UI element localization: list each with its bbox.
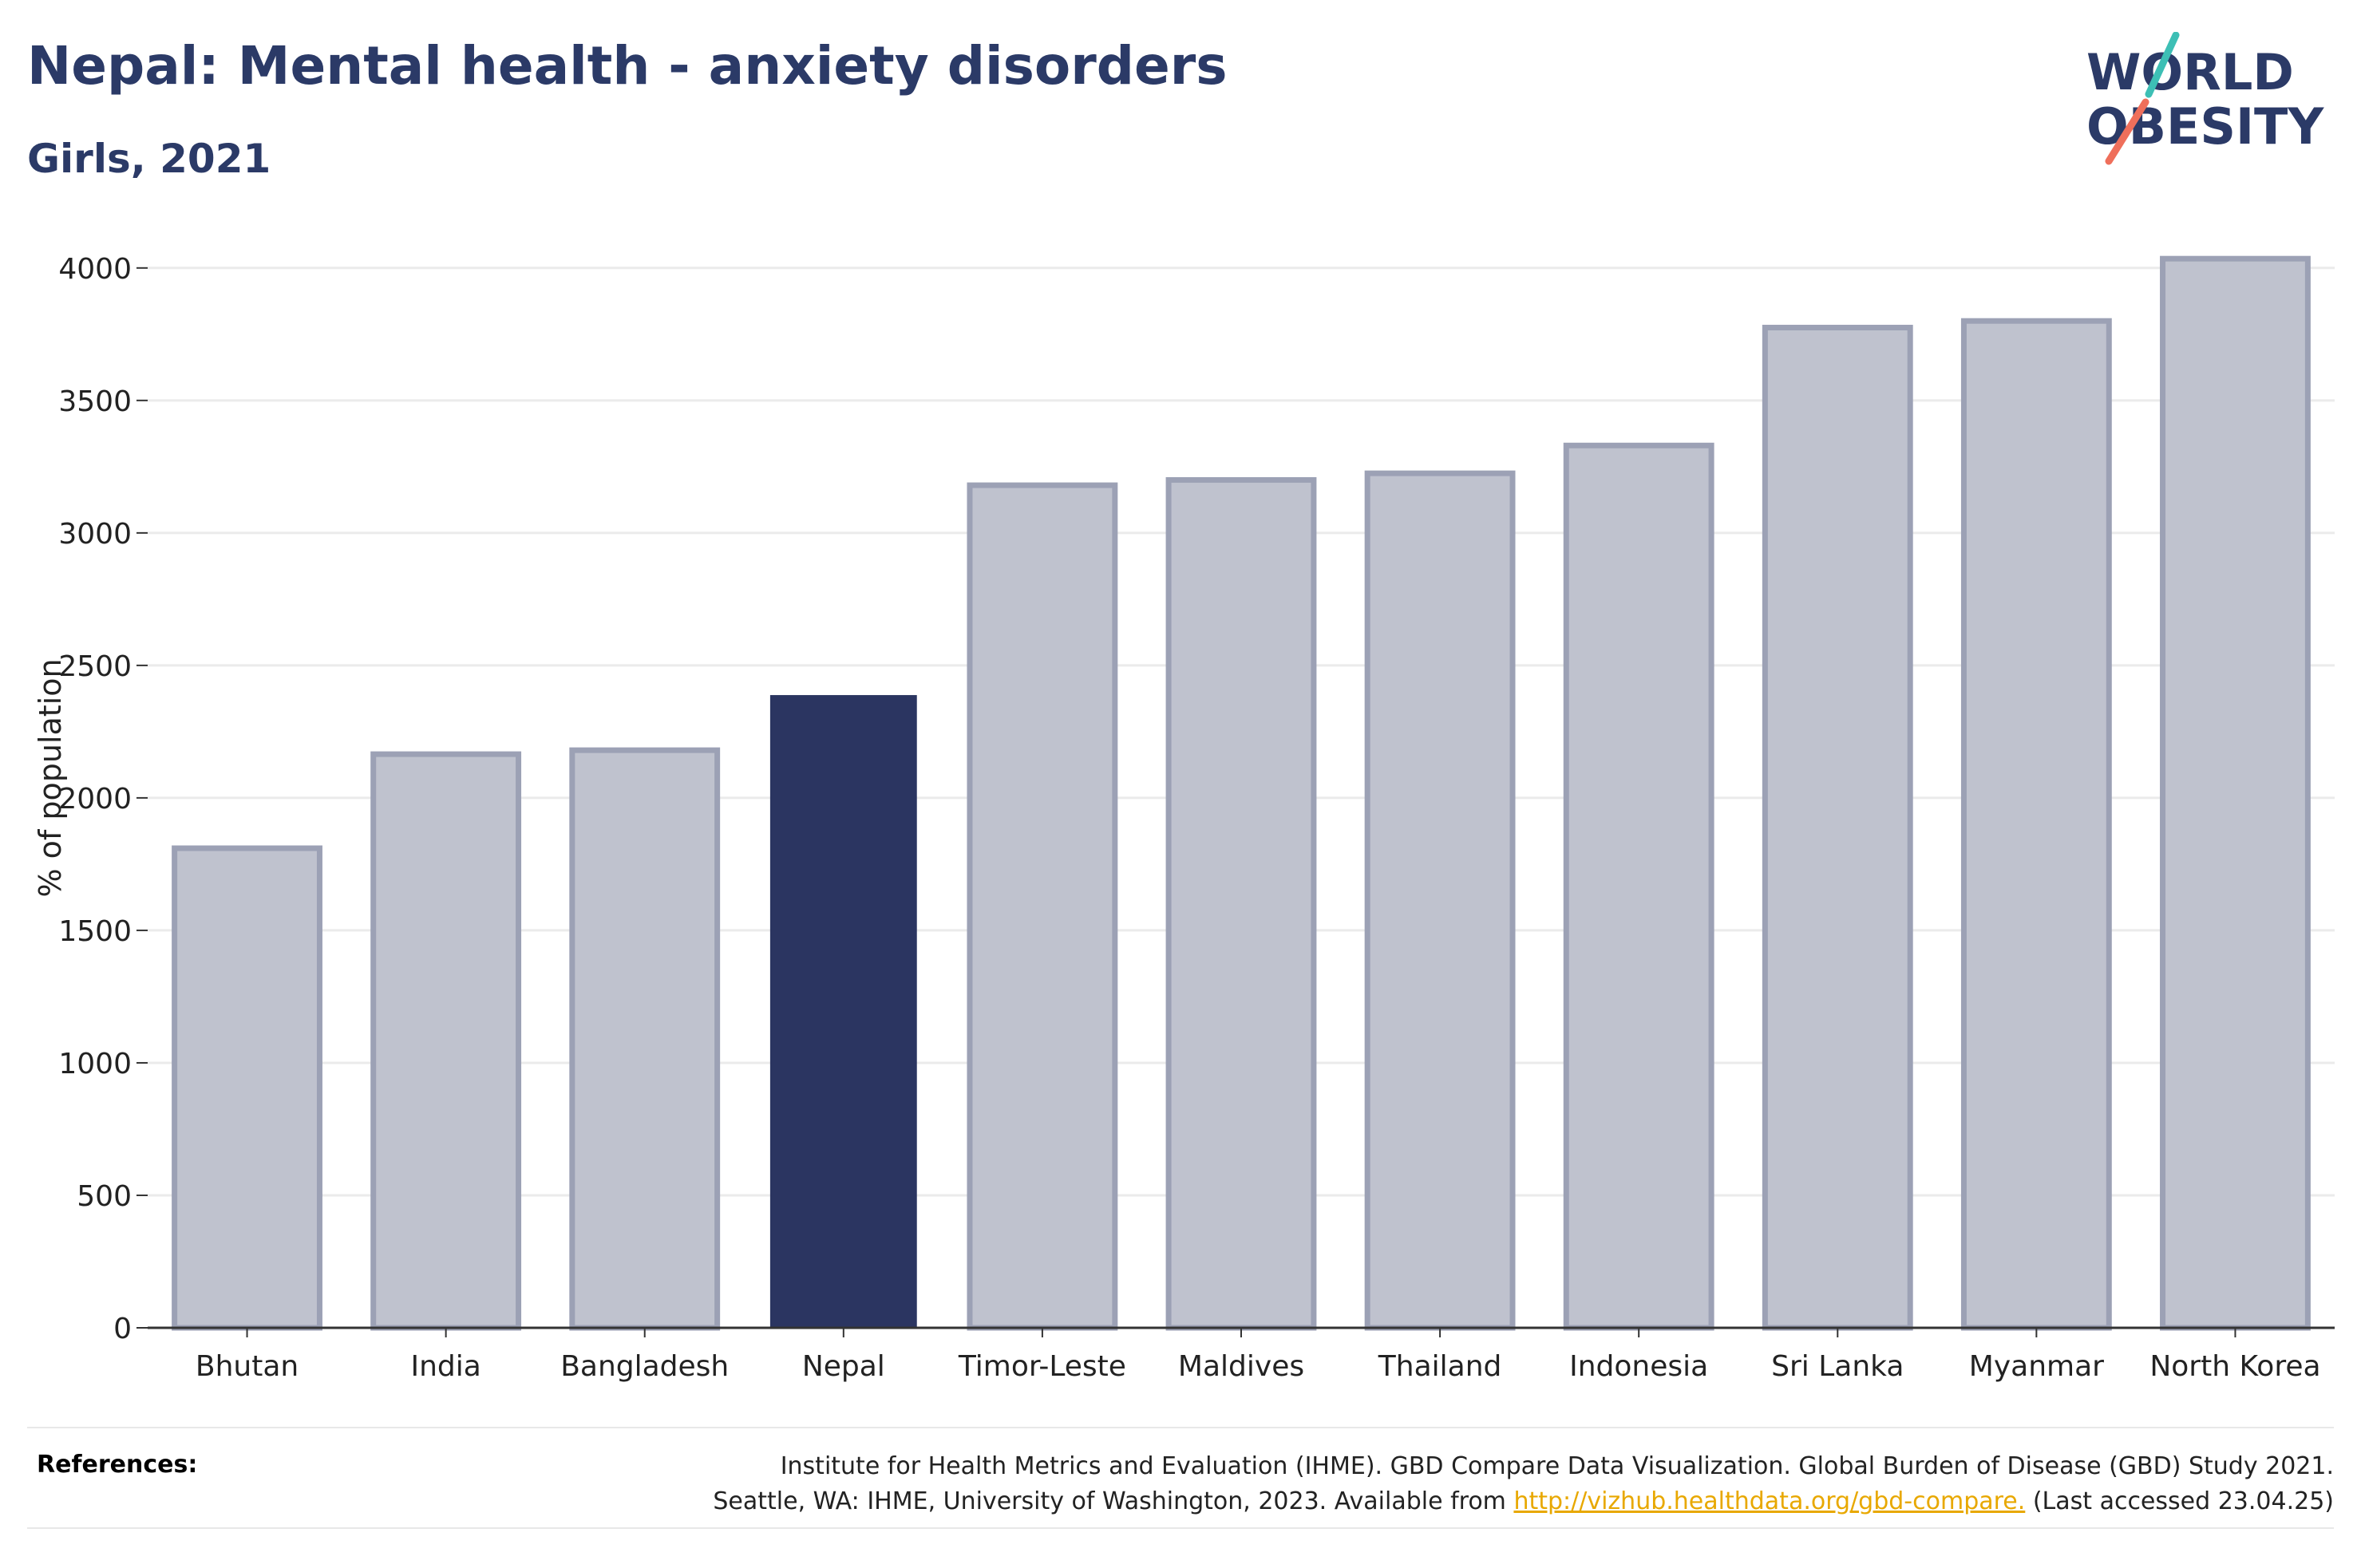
bar-indonesia — [1563, 442, 1714, 1331]
x-tick-label: Timor-Leste — [958, 1350, 1126, 1383]
references-line1: Institute for Health Metrics and Evaluat… — [780, 1452, 2334, 1480]
bar-north-korea — [2160, 255, 2311, 1331]
x-tick-label: Thailand — [1378, 1350, 1502, 1383]
bar-nepal — [769, 695, 917, 1329]
x-axis-ticks: Bhutan India Bangladesh Nepal Timor-Leste Mal… — [196, 1328, 2321, 1383]
bar-timor-leste — [967, 482, 1118, 1331]
bars — [172, 255, 2311, 1331]
bar-bangladesh — [569, 747, 721, 1331]
y-axis-label: % of population — [33, 658, 68, 897]
chart-subtitle: Girls, 2021 — [27, 136, 271, 182]
references-line2-suffix: (Last accessed 23.04.25) — [2025, 1487, 2334, 1515]
logo-line1: WORLD — [2086, 43, 2294, 101]
bar-india — [370, 751, 522, 1331]
y-tick-label: 3500 — [58, 385, 132, 418]
bar-sri-lanka — [1762, 325, 1913, 1331]
x-tick-label: Bhutan — [196, 1350, 299, 1383]
y-axis-ticks: 0 500 1000 1500 2000 2500 3000 3500 4000 — [58, 253, 148, 1345]
chart-title: Nepal: Mental health - anxiety disorders — [27, 35, 1228, 97]
x-tick-label: Nepal — [802, 1350, 885, 1383]
x-tick-label: Myanmar — [1969, 1350, 2104, 1383]
y-tick-label: 2000 — [58, 783, 132, 816]
world-obesity-logo: WORLD OBESITY — [2086, 32, 2324, 165]
references-line2: Seattle, WA: IHME, University of Washing… — [713, 1484, 2334, 1519]
x-tick-label: India — [410, 1350, 481, 1383]
y-tick-label: 1500 — [58, 915, 132, 948]
x-tick-label: Indonesia — [1569, 1350, 1708, 1383]
references-label: References: — [37, 1451, 198, 1479]
references-link[interactable]: http://vizhub.healthdata.org/gbd-compare… — [1513, 1487, 2026, 1515]
logo-slash-top — [2145, 32, 2180, 98]
bar-chart: 0 500 1000 1500 2000 2500 3000 3500 4000 Bhutan I… — [33, 253, 2335, 1383]
y-tick-label: 3000 — [58, 518, 132, 551]
y-tick-label: 0 — [113, 1313, 132, 1345]
x-tick-label: Sri Lanka — [1771, 1350, 1904, 1383]
logo-slash-bottom — [2105, 98, 2149, 165]
x-tick-label: Maldives — [1178, 1350, 1304, 1383]
y-tick-label: 500 — [77, 1180, 132, 1213]
bar-bhutan — [172, 845, 322, 1331]
x-tick-label: Bangladesh — [560, 1350, 729, 1383]
logo-line2: OBESITY — [2086, 97, 2324, 156]
y-tick-label: 2500 — [58, 650, 132, 683]
y-tick-label: 4000 — [58, 253, 132, 286]
x-tick-label: North Korea — [2149, 1350, 2320, 1383]
bar-maldives — [1165, 476, 1317, 1331]
references-text: Institute for Health Metrics and Evaluat… — [713, 1449, 2334, 1519]
references-box: References: Institute for Health Metrics… — [27, 1427, 2334, 1529]
bar-myanmar — [1960, 318, 2112, 1331]
y-tick-label: 1000 — [58, 1048, 132, 1080]
references-line2-prefix: Seattle, WA: IHME, University of Washing… — [713, 1487, 1514, 1515]
bar-thailand — [1364, 470, 1516, 1331]
